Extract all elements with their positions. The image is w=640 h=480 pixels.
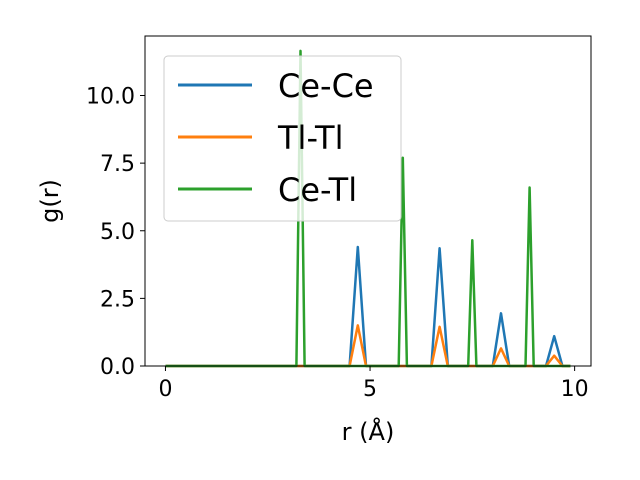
x-tick-label: 5: [363, 377, 377, 402]
series-line-1: [165, 324, 571, 368]
legend: Ce-Ce Tl-Tl Ce-Tl: [163, 55, 402, 222]
y-tick-label: 5.0: [100, 220, 135, 245]
legend-label-0: Ce-Ce: [278, 67, 374, 105]
y-ticks: 0.0 2.5 5.0 7.5 10.0: [86, 85, 145, 380]
x-tick-label: 0: [158, 377, 172, 402]
x-axis-label: r (Å): [342, 417, 395, 446]
legend-box: [163, 55, 402, 222]
legend-label-2: Ce-Tl: [278, 171, 357, 209]
y-tick-label: 0.0: [100, 355, 135, 380]
y-tick-label: 2.5: [100, 287, 135, 312]
x-tick-label: 10: [561, 377, 589, 402]
plot-frame: [144, 35, 592, 367]
series-line-0: [165, 245, 571, 368]
x-ticks: 0 5 10: [158, 366, 589, 402]
legend-label-1: Tl-Tl: [277, 119, 343, 157]
y-axis-label: g(r): [36, 179, 64, 223]
y-tick-label: 7.5: [100, 152, 135, 177]
y-tick-label: 10.0: [86, 85, 135, 110]
